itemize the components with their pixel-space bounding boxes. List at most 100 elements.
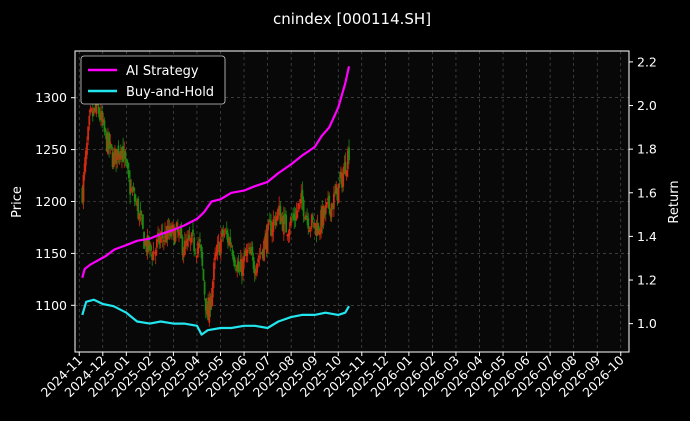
- candle-body: [265, 232, 268, 250]
- buy-and-hold-line: [81, 298, 350, 336]
- candle-body: [211, 281, 214, 298]
- candle-body: [298, 203, 300, 210]
- candle-body: [169, 228, 172, 237]
- candle-body: [98, 113, 101, 120]
- candle-body: [181, 236, 184, 256]
- candle-body: [146, 235, 149, 253]
- candle-body: [315, 226, 318, 237]
- candle-body: [165, 233, 168, 243]
- candle-body: [167, 226, 170, 234]
- candle-body: [152, 251, 155, 261]
- candle-body: [81, 187, 84, 203]
- candle-body: [161, 232, 164, 239]
- candle-body: [119, 150, 122, 156]
- candle-body: [260, 252, 263, 253]
- candle-body: [286, 234, 289, 236]
- candle-body: [332, 193, 335, 209]
- candle-body: [183, 240, 186, 255]
- candle-body: [232, 254, 235, 263]
- candle-body: [268, 219, 271, 222]
- candle-body: [320, 210, 322, 233]
- candle-body: [345, 170, 348, 177]
- candle-body: [114, 148, 116, 157]
- candle-body: [153, 252, 156, 253]
- candle-body: [246, 250, 249, 254]
- candle-body: [144, 241, 147, 246]
- candle-body: [102, 119, 105, 123]
- candle-body: [137, 198, 140, 219]
- candle-body: [107, 133, 109, 154]
- candle-body: [220, 239, 222, 253]
- candle-body: [190, 232, 193, 243]
- candle-body: [341, 172, 343, 188]
- candle-body: [222, 230, 225, 235]
- candle-body: [324, 204, 327, 214]
- candle-body: [261, 249, 264, 259]
- candle-body: [336, 187, 339, 201]
- candle-body: [242, 258, 244, 276]
- candle-body: [284, 213, 286, 217]
- candle-body: [308, 229, 311, 232]
- candle-body: [150, 245, 152, 251]
- candle-body: [233, 259, 236, 267]
- candle-body: [217, 241, 220, 245]
- legend: AI Strategy Buy-and-Hold: [80, 55, 226, 105]
- candle-body: [295, 210, 298, 220]
- candle-body: [122, 146, 124, 162]
- left-y-axis: 1100 1150 1200 1250 1300: [35, 90, 75, 313]
- candle-body: [247, 247, 250, 249]
- left-axis-title: Price: [10, 186, 25, 218]
- chart-title: cnindex [000114.SH]: [273, 10, 431, 28]
- legend-label-buy-and-hold: Buy-and-Hold: [126, 85, 214, 100]
- candle-body: [278, 205, 281, 211]
- candle-body: [136, 200, 138, 206]
- candle-body: [280, 217, 283, 222]
- candle-body: [291, 218, 293, 219]
- candle-body: [154, 249, 157, 256]
- candle-body: [174, 228, 177, 242]
- candle-body: [335, 184, 338, 194]
- candle-body: [94, 107, 97, 111]
- left-tick-label: 1300: [35, 90, 67, 105]
- candle-body: [147, 235, 150, 251]
- candle-body: [208, 297, 211, 323]
- candle-body: [293, 213, 296, 221]
- candle-body: [84, 151, 87, 166]
- candle-body: [337, 183, 340, 203]
- candle-body: [100, 111, 102, 121]
- candle-body: [125, 160, 128, 163]
- candle-body: [130, 187, 133, 192]
- candle-body: [145, 239, 148, 252]
- candle-body: [218, 243, 221, 256]
- candle-body: [321, 206, 324, 227]
- left-tick-label: 1200: [35, 194, 67, 209]
- candle-body: [148, 242, 151, 247]
- candle-body: [179, 229, 182, 232]
- candle-body: [288, 228, 291, 236]
- candle-body: [91, 110, 94, 117]
- candle-body: [348, 147, 350, 161]
- legend-label-ai-strategy: AI Strategy: [126, 64, 199, 79]
- candle-body: [175, 222, 178, 227]
- candle-body: [206, 304, 208, 315]
- candle-body: [294, 216, 297, 221]
- candle-body: [342, 172, 345, 187]
- candle-body: [95, 100, 98, 114]
- left-tick-label: 1250: [35, 142, 67, 157]
- candle-body: [88, 115, 91, 126]
- candle-body: [93, 107, 95, 114]
- candle-body: [259, 253, 262, 255]
- candle-body: [151, 254, 154, 260]
- candle-body: [249, 247, 251, 255]
- candle-body: [281, 216, 284, 231]
- candle-body: [243, 254, 246, 262]
- right-tick-label: 1.2: [637, 273, 657, 288]
- candle-body: [200, 244, 203, 252]
- x-axis: 2024-112024-122025-012025-022025-032025-…: [38, 352, 627, 400]
- candle-body: [285, 214, 288, 233]
- candle-body: [326, 201, 328, 205]
- candle-body: [195, 256, 198, 258]
- candle-body: [310, 214, 313, 228]
- candle-body: [202, 269, 205, 281]
